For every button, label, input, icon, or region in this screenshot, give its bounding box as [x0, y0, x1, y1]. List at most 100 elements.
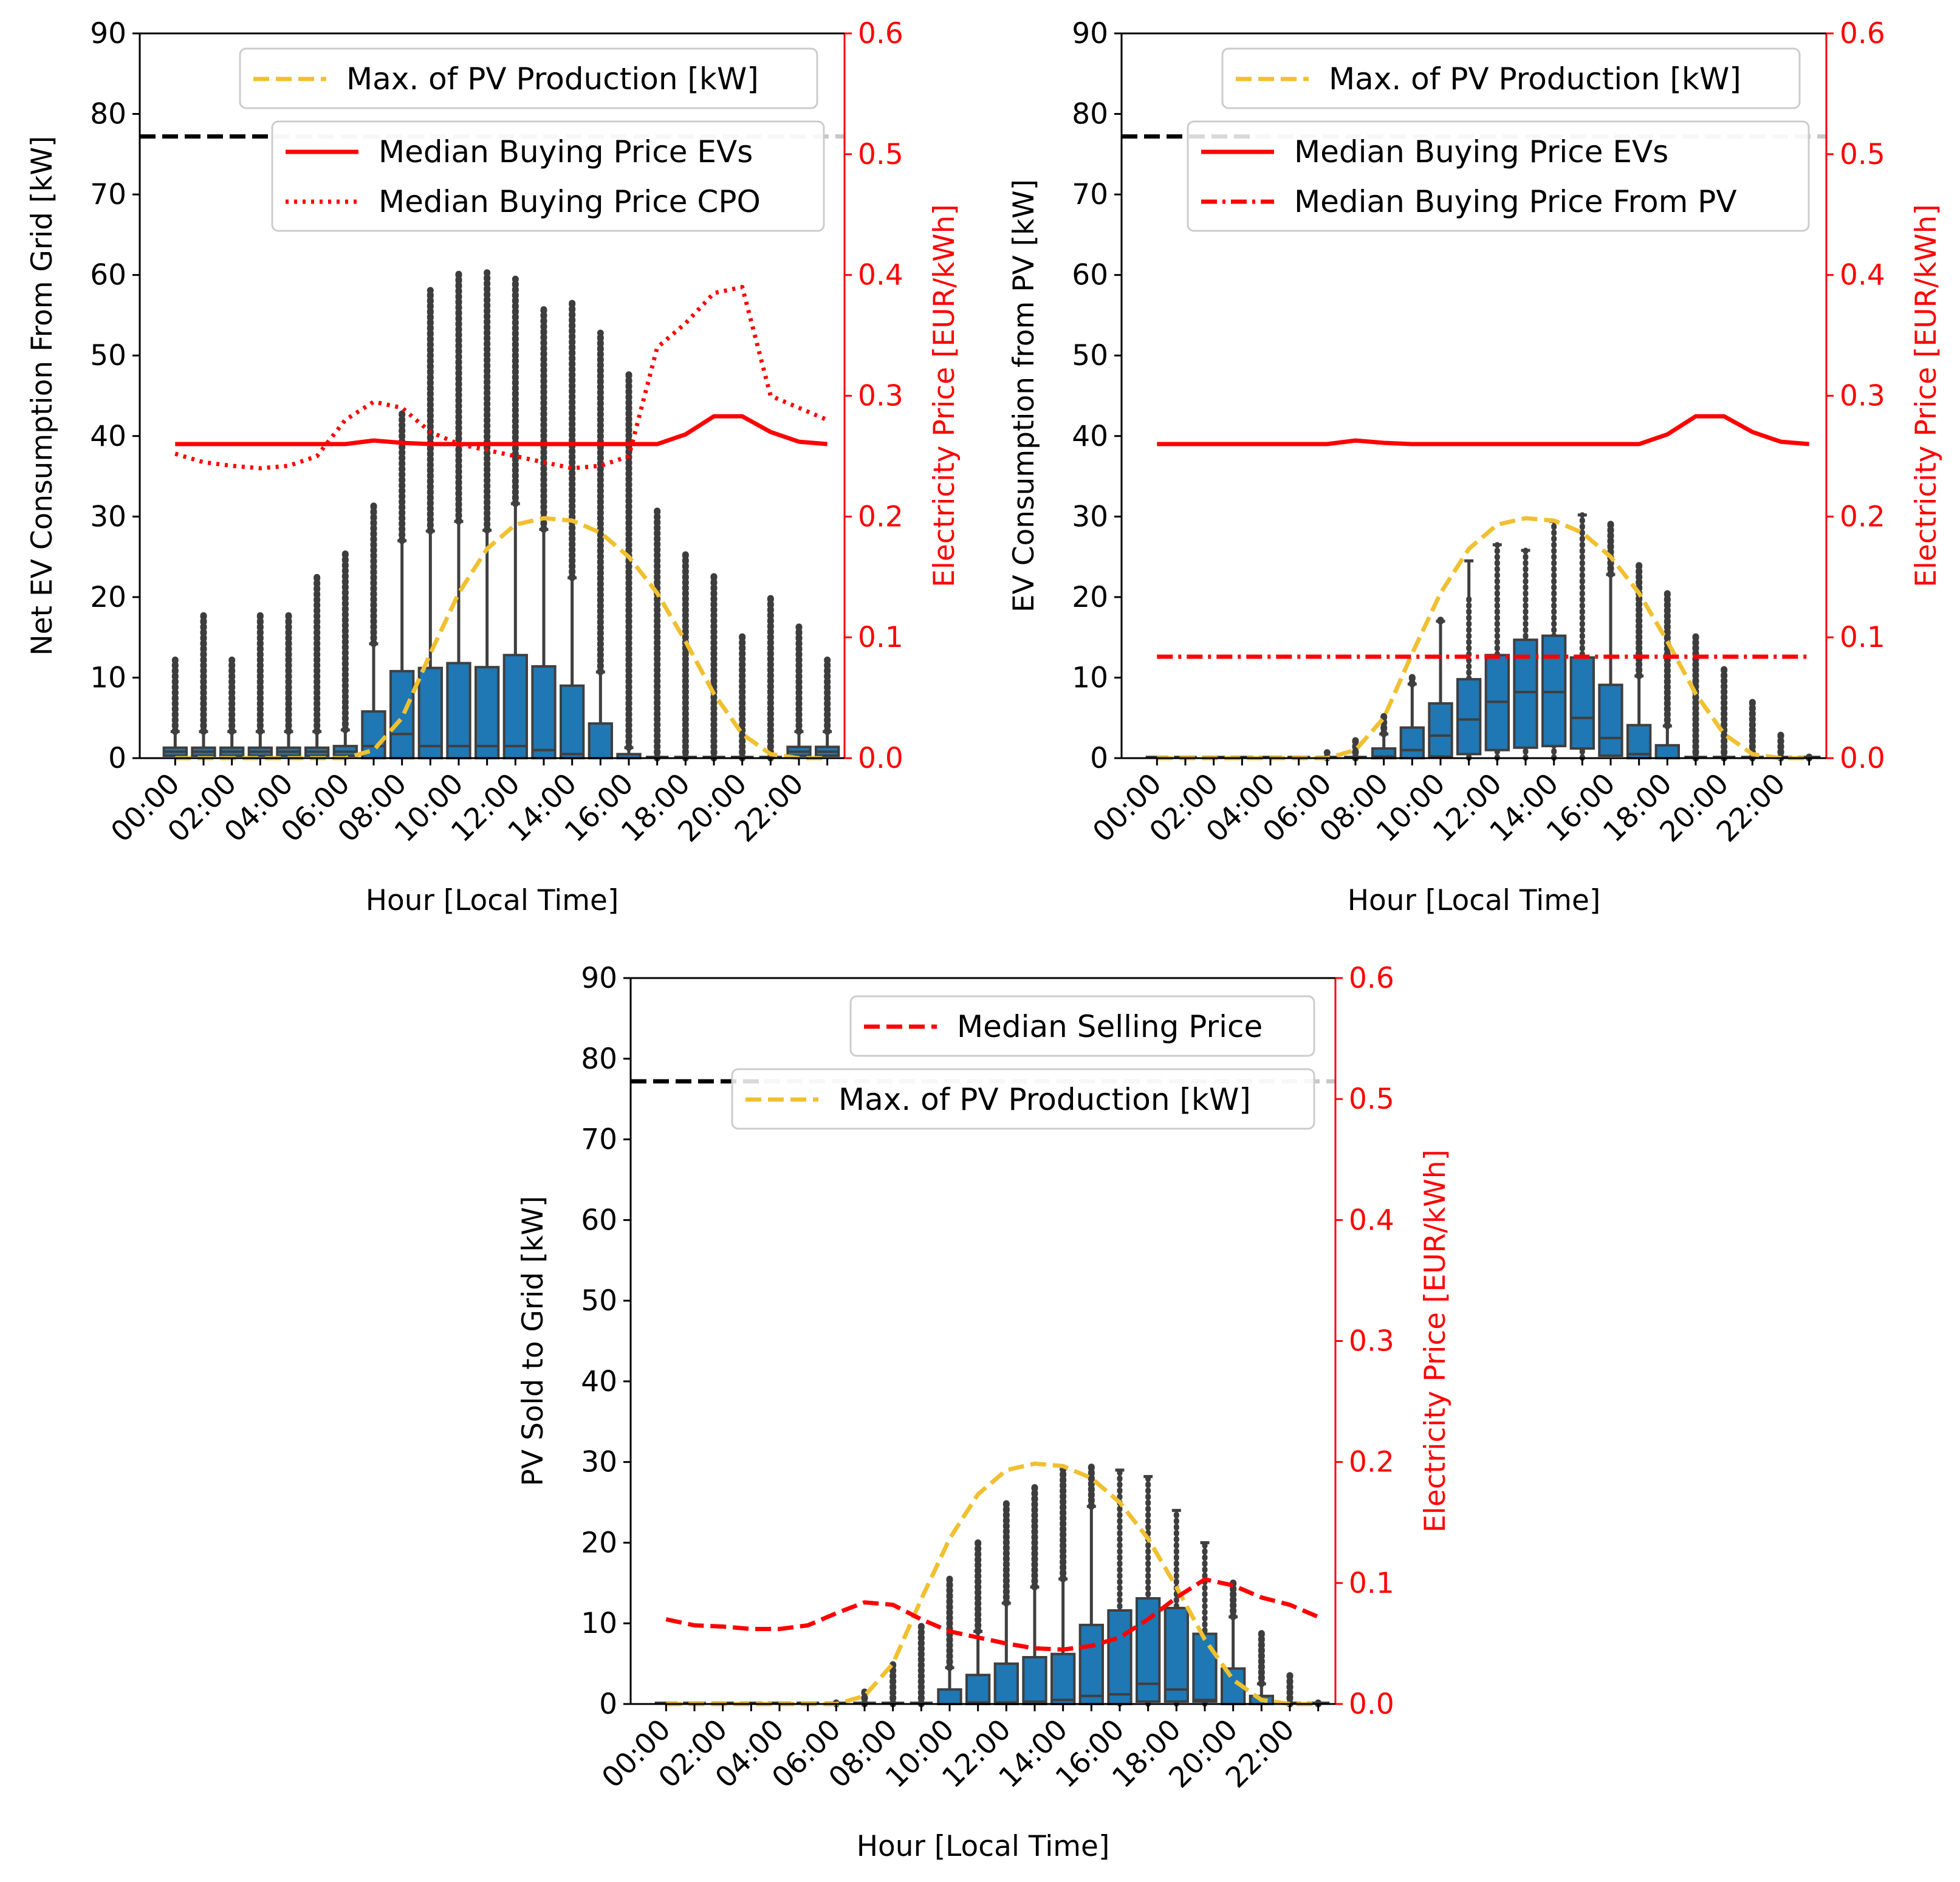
box-hour-6	[332, 547, 358, 758]
box-hour-9	[910, 1621, 933, 1708]
y-tick-label: 50	[1072, 339, 1108, 372]
box-body	[1654, 744, 1681, 760]
box-body	[1022, 1655, 1047, 1705]
y-axis-label: EV Consumption from PV [kW]	[1007, 179, 1041, 612]
legend-frame	[1221, 47, 1801, 109]
legend-label: Max. of PV Production [kW]	[1329, 61, 1741, 97]
y-tick-right-label: 0.4	[858, 259, 903, 292]
legend-0: Median Selling Price	[849, 995, 1315, 1057]
box-body	[1078, 1623, 1104, 1705]
box-body	[588, 722, 614, 759]
box-hour-16	[616, 369, 642, 759]
legend-label: Median Buying Price EVs	[1294, 134, 1668, 169]
price-line-0	[665, 1577, 1320, 1652]
box-body	[531, 665, 557, 760]
box-hour-20	[731, 631, 754, 762]
box-hour-22	[1769, 730, 1792, 762]
box-hour-10	[937, 1572, 962, 1706]
box-hour-13	[1022, 1481, 1047, 1705]
box-body	[389, 669, 415, 759]
y-tick-label: 70	[581, 1123, 617, 1157]
y-tick-label: 90	[581, 962, 617, 995]
legend-frame	[731, 1068, 1315, 1130]
box-hour-21	[1249, 1629, 1275, 1705]
box-hour-8	[882, 1658, 905, 1708]
y-tick-label: 80	[1072, 98, 1108, 131]
y-tick-label: 0	[108, 742, 126, 775]
box-hour-21	[759, 591, 782, 762]
box-hour-9	[417, 287, 444, 759]
box-hour-11	[965, 1539, 991, 1705]
y-tick-right-label: 0.6	[1349, 962, 1394, 995]
box-hour-15	[1569, 512, 1595, 761]
box-hour-16	[1598, 519, 1623, 758]
box-hour-9	[1399, 672, 1425, 760]
y-tick-label: 80	[581, 1042, 617, 1076]
box-hour-7	[853, 1686, 876, 1708]
box-hour-7	[1344, 737, 1367, 762]
y-tick-label: 60	[1072, 259, 1108, 292]
y-tick-right-label: 0.3	[1349, 1325, 1394, 1358]
y-tick-label: 70	[90, 178, 126, 211]
box-hour-12	[502, 275, 529, 759]
box-hour-10	[1428, 613, 1453, 758]
box-hour-13	[1513, 547, 1538, 761]
y-tick-right-label: 0.3	[858, 380, 903, 413]
box-hour-10	[446, 267, 471, 760]
y-axis-label: Net EV Consumption From Grid [kW]	[26, 136, 59, 656]
legend-frame	[1187, 120, 1810, 232]
legend-0: Max. of PV Production [kW]	[1221, 47, 1801, 109]
box-hour-4	[276, 608, 301, 758]
box-hour-11	[475, 269, 500, 760]
legend-frame	[271, 120, 825, 232]
y-tick-label: 70	[1072, 178, 1108, 211]
y-tick-right-label: 0.4	[1349, 1203, 1394, 1237]
box-body	[417, 666, 444, 759]
y-tick-right-label: 0.0	[858, 742, 903, 775]
y-tick-label: 10	[581, 1607, 617, 1640]
x-axis-label: Hour [Local Time]	[366, 884, 619, 917]
box-hour-8	[1371, 711, 1397, 760]
y-axis-label: PV Sold to Grid [kW]	[516, 1196, 550, 1487]
box-hour-14	[1050, 1463, 1076, 1705]
box-hour-13	[531, 305, 557, 760]
legend-1: Median Buying Price EVs Median Buying Pri…	[1187, 120, 1810, 232]
box-hour-20	[1713, 663, 1736, 762]
box-hour-15	[1078, 1463, 1104, 1705]
box-body	[1598, 683, 1623, 758]
box-hour-12	[993, 1497, 1019, 1705]
y-tick-label: 10	[1072, 661, 1108, 694]
legend-1: Median Buying Price EVs Median Buying Pri…	[271, 120, 825, 232]
y-tick-label: 30	[90, 500, 126, 533]
box-hour-7	[361, 500, 386, 760]
y-tick-right-label: 0.4	[1840, 259, 1885, 292]
legend-frame	[849, 995, 1315, 1057]
legend-1: Max. of PV Production [kW]	[731, 1068, 1315, 1130]
box-body	[1456, 678, 1482, 756]
box-body	[1569, 656, 1595, 750]
x-axis-label: Hour [Local Time]	[1348, 884, 1601, 917]
price-line-1	[174, 285, 829, 471]
chart-panel-pv: 0 10 20 30 40 50 60 70 80 90 0.0 0.1 0.2 0.3 0.4 0.5 0.6…	[1007, 17, 1943, 917]
y-tick-right-label: 0.2	[1349, 1446, 1394, 1479]
box-hour-19	[702, 571, 725, 762]
y-tick-right-label: 0.2	[858, 500, 903, 533]
y-tick-label: 20	[90, 581, 126, 614]
y-tick-label: 50	[581, 1284, 617, 1318]
y-tick-label: 60	[90, 259, 126, 292]
box-body	[993, 1662, 1019, 1705]
box-body	[475, 666, 500, 760]
y-tick-label: 20	[581, 1526, 617, 1559]
y-tick-right-label: 0.1	[858, 621, 903, 654]
y-tick-right-label: 0.6	[1840, 17, 1885, 50]
box-body	[1192, 1632, 1218, 1703]
y-tick-label: 40	[581, 1365, 617, 1398]
y-tick-right-label: 0.5	[858, 138, 903, 171]
box-hour-23	[815, 656, 840, 758]
box-hour-8	[389, 410, 415, 759]
y-tick-right-label: 0.5	[1840, 138, 1885, 171]
y-tick-label: 0	[1090, 742, 1108, 775]
price-line-0	[175, 414, 828, 447]
box-hour-0	[162, 656, 188, 758]
